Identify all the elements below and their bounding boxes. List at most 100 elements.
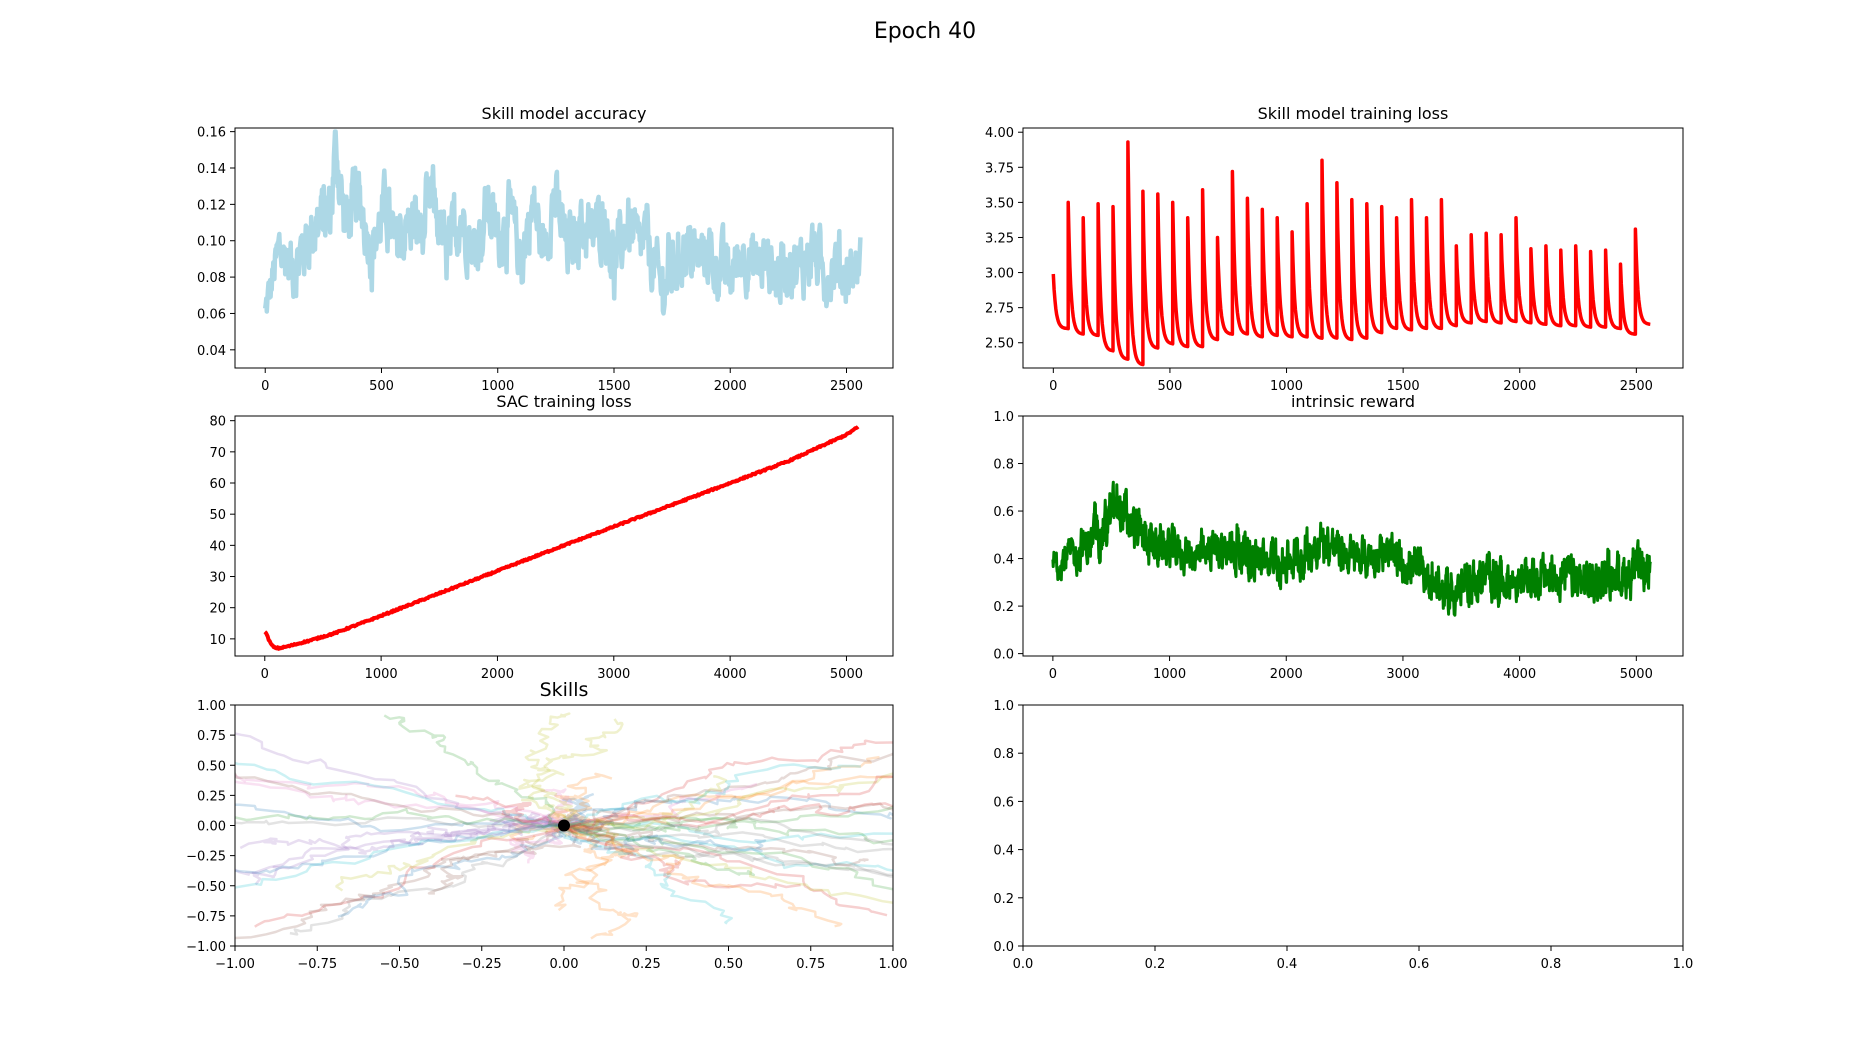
y-tick-label: 3.75 [985,161,1014,176]
y-tick-label: 0.4 [993,553,1014,568]
x-tick-label: 5000 [1620,667,1653,682]
skill-trajectory [562,795,893,826]
subplot-title-loss: Skill model training loss [1258,104,1449,123]
y-tick-label: 0.0 [993,648,1014,663]
y-tick-label: 0.4 [993,844,1014,859]
x-tick-label: 0 [261,667,269,682]
skill-trajectory [558,824,767,853]
subplots: 0 500 1000 1500 2000 25000.040.060.080.100.12… [186,104,1694,972]
skill-trajectory [335,822,570,892]
x-tick-label: −0.25 [462,957,502,972]
x-tick-label: 0.8 [1541,957,1562,972]
x-tick-label: 1000 [1270,379,1303,394]
x-tick-label: 1000 [1153,667,1186,682]
x-tick-label: 0 [261,379,269,394]
y-tick-label: 0.00 [197,820,226,835]
x-tick-label: 1.0 [1673,957,1694,972]
plot-area-sac [263,425,860,651]
skill-trajectory [235,816,565,832]
y-tick-label: 10 [209,633,226,648]
skill-trajectory [562,825,893,904]
skill-trajectory [455,794,565,827]
skill-trajectory [518,712,578,827]
y-tick-label: 0.0 [993,940,1014,955]
y-tick-label: 70 [209,446,226,461]
series-line-loss [1051,140,1652,367]
y-tick-label: 0.08 [197,271,226,286]
skill-trajectory [563,823,893,878]
x-tick-label: 2500 [1620,379,1653,394]
series-line-acc [262,129,863,316]
skill-trajectory [563,824,888,917]
y-tick-label: 0.2 [993,892,1014,907]
skill-trajectory [235,823,565,875]
skill-trajectory [554,824,632,912]
x-tick-label: 0.25 [632,957,661,972]
x-tick-label: 2000 [1503,379,1536,394]
y-tick-label: 4.00 [985,126,1014,141]
x-tick-label: 500 [369,379,394,394]
y-tick-label: −0.25 [186,850,226,865]
y-tick-label: 2.50 [985,337,1014,352]
skill-trajectory [235,773,566,826]
y-tick-label: 0.2 [993,600,1014,615]
series-line-reward [1051,480,1652,617]
subplot-title-reward: intrinsic reward [1291,392,1415,411]
subplot-sac: 0 1000 2000 3000 4000 5000 10 20 30 40 50 60 70 80 SAC… [209,392,894,682]
origin-point [558,819,570,832]
y-tick-label: 2.75 [985,302,1014,317]
y-tick-label: 80 [209,415,226,430]
y-tick-label: −0.75 [186,910,226,925]
subplot-acc: 0 500 1000 1500 2000 2500 0.04 0.06 0.08 0.10 0.12… [197,104,894,394]
skill-trajectory [235,824,565,889]
x-tick-label: 0.4 [1277,957,1298,972]
skill-trajectory [235,780,565,828]
y-tick-label: 3.00 [985,267,1014,282]
axes-frame-reward [1022,415,1684,657]
skill-trajectory [559,824,733,925]
skill-trajectory [563,816,738,834]
x-tick-label: 1000 [365,667,398,682]
skill-trajectory [563,824,893,872]
series-line-sac [263,425,860,651]
skill-trajectory [553,824,843,928]
y-tick-label: 30 [209,571,226,586]
x-tick-label: −0.75 [297,957,337,972]
y-tick-label: 60 [209,477,226,492]
x-tick-label: 0.50 [714,957,743,972]
skill-trajectory [563,763,861,827]
x-tick-label: 2000 [481,667,514,682]
x-tick-label: 0.00 [550,957,579,972]
y-tick-label: 40 [209,539,226,554]
skill-trajectory [563,820,893,844]
x-tick-label: 1.00 [879,957,908,972]
y-tick-label: 1.0 [993,410,1014,425]
skill-trajectory [289,824,565,936]
skill-trajectory [239,823,565,855]
y-tick-label: −0.50 [186,880,226,895]
skill-trajectory [540,788,604,833]
skill-trajectory [251,822,565,886]
subplot-skills: −1.00 −0.75 −0.50 −0.25 0.00 0.25 0.50 0.75 1.00… [186,679,908,972]
subplot-reward: 0 1000 2000 3000 4000 5000 0.0 0.2 0.4 0.6 0.8 1.0 i… [993,392,1684,682]
x-tick-label: 0 [1049,379,1057,394]
y-tick-label: 0.14 [197,162,226,177]
subplot-title-skills: Skills [540,679,589,701]
skill-trajectory [427,824,582,895]
skill-trajectory [563,805,893,828]
x-tick-label: 0.75 [796,957,825,972]
skill-trajectory [383,714,565,827]
y-tick-label: 0.75 [197,729,226,744]
subplot-title-acc: Skill model accuracy [482,104,647,123]
skill-trajectory [235,761,565,827]
skill-trajectory [562,802,893,828]
x-tick-label: 2000 [714,379,747,394]
skill-trajectory [563,775,893,830]
skill-trajectory [235,824,566,940]
x-tick-label: −0.50 [380,957,420,972]
skill-trajectory [235,772,565,827]
y-tick-label: 3.25 [985,231,1014,246]
skill-trajectory [563,819,893,845]
skill-trajectory [558,822,893,877]
